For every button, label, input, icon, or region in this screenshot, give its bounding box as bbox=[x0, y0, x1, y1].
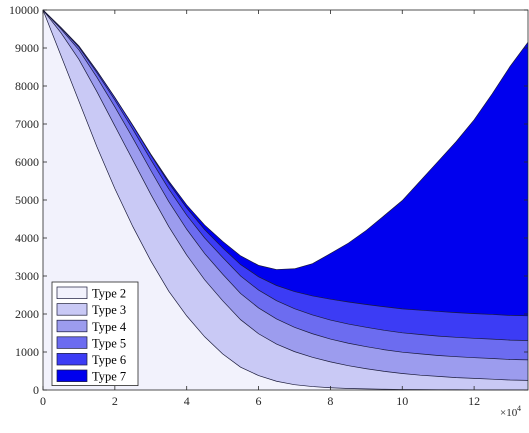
legend-label: Type 6 bbox=[92, 353, 126, 367]
x-tick-label: 10 bbox=[396, 394, 408, 408]
outline-type-3 bbox=[42, 9, 529, 381]
legend-swatch bbox=[56, 353, 88, 366]
legend-label: Type 2 bbox=[92, 287, 126, 301]
y-tick-label: 9000 bbox=[15, 41, 39, 55]
legend-label: Type 5 bbox=[92, 336, 126, 350]
y-tick-label: 3000 bbox=[15, 269, 39, 283]
x-axis: 0 2 4 6 8 10 12 bbox=[40, 10, 480, 408]
x-multiplier-exponent: 4 bbox=[517, 404, 521, 413]
legend-label: Type 4 bbox=[92, 320, 127, 334]
outline-type-7 bbox=[42, 9, 529, 270]
legend-swatch bbox=[56, 303, 88, 316]
legend-swatch bbox=[56, 286, 88, 299]
y-tick-label: 10000 bbox=[9, 3, 39, 17]
outline-type-5 bbox=[42, 9, 529, 341]
area-outlines bbox=[42, 9, 529, 391]
x-multiplier-base: ×10 bbox=[500, 407, 518, 419]
legend: Type 2 Type 3 Type 4 Type 5 Type 6 Type 7 bbox=[51, 281, 139, 386]
x-tick-label: 4 bbox=[184, 394, 190, 408]
x-tick-label: 6 bbox=[256, 394, 262, 408]
y-axis: 0 1000 2000 3000 4000 5000 6000 7000 8000 9000 100… bbox=[9, 3, 528, 397]
y-tick-label: 4000 bbox=[15, 231, 39, 245]
y-tick-label: 0 bbox=[33, 383, 39, 397]
area-type-3 bbox=[43, 10, 528, 390]
y-tick-label: 6000 bbox=[15, 155, 39, 169]
y-tick-label: 8000 bbox=[15, 79, 39, 93]
legend-label: Type 7 bbox=[92, 370, 126, 384]
legend-swatch bbox=[56, 336, 88, 349]
x-tick-label: 8 bbox=[327, 394, 333, 408]
area-type-7 bbox=[43, 10, 528, 316]
area-type-2 bbox=[43, 10, 528, 390]
legend-box bbox=[51, 281, 139, 386]
x-tick-label: 2 bbox=[112, 394, 118, 408]
x-axis-multiplier: ×10 4 bbox=[500, 404, 521, 419]
legend-label: Type 3 bbox=[92, 303, 126, 317]
x-tick-label: 0 bbox=[40, 394, 46, 408]
area-layers bbox=[43, 10, 528, 390]
x-tick-label: 12 bbox=[468, 394, 480, 408]
y-tick-label: 2000 bbox=[15, 307, 39, 321]
legend-swatch bbox=[56, 369, 88, 382]
y-tick-label: 5000 bbox=[15, 193, 39, 207]
outline-type-4 bbox=[42, 9, 529, 361]
y-tick-label: 7000 bbox=[15, 117, 39, 131]
legend-swatch bbox=[56, 319, 88, 333]
y-tick-label: 1000 bbox=[15, 345, 39, 359]
